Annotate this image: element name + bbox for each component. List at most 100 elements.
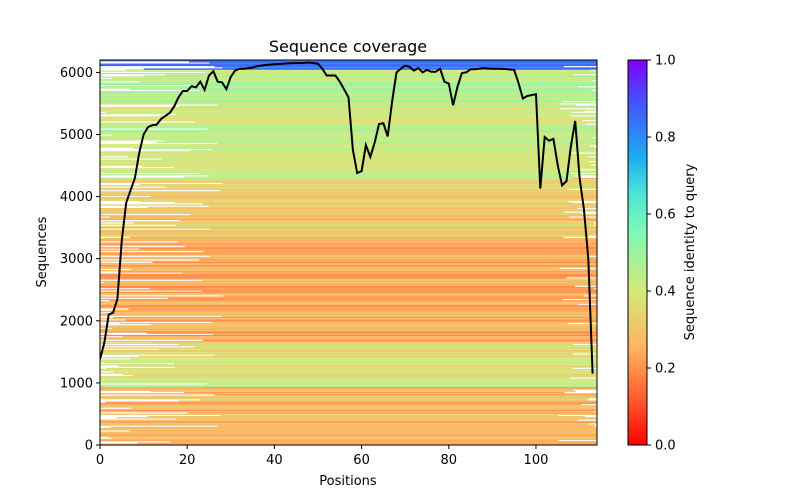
alignment-row <box>100 210 597 212</box>
alignment-row <box>100 380 597 383</box>
alignment-row <box>100 163 597 165</box>
alignment-row <box>100 83 597 86</box>
alignment-row <box>100 109 597 111</box>
alignment-row <box>100 153 597 155</box>
alignment-row <box>100 320 597 322</box>
alignment-row <box>100 253 597 255</box>
alignment-row <box>100 249 597 251</box>
alignment-row <box>100 70 597 72</box>
alignment-row <box>138 355 597 358</box>
alignment-row <box>100 387 597 389</box>
alignment-row <box>170 441 597 443</box>
alignment-row <box>130 268 597 271</box>
alignment-row <box>100 260 597 262</box>
alignment-row <box>100 314 597 316</box>
alignment-row <box>100 379 597 382</box>
alignment-row <box>183 392 565 394</box>
alignment-row <box>100 368 597 371</box>
alignment-row <box>100 169 578 171</box>
alignment-row <box>100 264 597 266</box>
alignment-row <box>100 429 597 431</box>
alignment-row <box>100 63 597 65</box>
alignment-row <box>113 371 597 373</box>
alignment-row <box>100 235 589 237</box>
alignment-row <box>100 398 590 400</box>
alignment-row <box>100 87 597 89</box>
alignment-row <box>100 138 597 140</box>
alignment-row <box>147 206 597 209</box>
alignment-row <box>100 303 578 305</box>
alignment-row <box>214 66 564 68</box>
alignment-row <box>100 420 597 423</box>
alignment-row <box>100 440 559 442</box>
alignment-row <box>163 140 597 142</box>
alignment-row <box>100 116 597 118</box>
plot-frame <box>99 59 598 446</box>
alignment-row <box>100 340 597 343</box>
alignment-row <box>100 301 597 303</box>
alignment-row <box>184 246 597 248</box>
alignment-row <box>100 192 597 194</box>
alignment-row <box>100 144 597 146</box>
alignment-row <box>100 103 560 105</box>
alignment-row <box>131 407 597 409</box>
alignment-row <box>100 435 597 437</box>
alignment-row <box>100 423 589 425</box>
alignment-row <box>100 209 597 211</box>
alignment-row <box>100 218 596 221</box>
alignment-row <box>100 378 597 380</box>
alignment-row <box>100 274 597 277</box>
alignment-row <box>100 258 597 260</box>
alignment-row <box>130 430 597 432</box>
alignment-row <box>100 157 597 159</box>
alignment-row <box>100 118 597 121</box>
alignment-row <box>122 373 597 376</box>
alignment-row <box>100 80 592 82</box>
alignment-row <box>100 151 597 153</box>
alignment-row <box>105 111 572 113</box>
alignment-row <box>100 82 597 84</box>
y-tick-label: 6000 <box>60 66 93 81</box>
alignment-row <box>206 383 597 385</box>
x-axis-ticks: 0 20 40 60 80 100 <box>96 445 548 468</box>
alignment-row <box>125 319 597 321</box>
x-tick-label: 80 <box>440 453 457 468</box>
alignment-row <box>100 338 597 340</box>
alignment-row <box>100 252 597 254</box>
alignment-row <box>211 321 597 323</box>
identity-band-2 <box>100 240 597 344</box>
alignment-row <box>150 390 577 393</box>
alignment-row <box>100 110 585 112</box>
colorbar-tick-label: 0.2 <box>655 362 676 377</box>
alignment-row <box>111 309 597 311</box>
alignment-row <box>100 223 597 225</box>
alignment-row <box>103 282 597 284</box>
alignment-row <box>100 96 580 99</box>
alignment-row <box>100 78 597 81</box>
alignment-row <box>130 236 564 239</box>
alignment-row <box>140 81 597 83</box>
alignment-row <box>100 408 597 411</box>
x-axis-label: Positions <box>319 474 377 489</box>
colorbar: 0.0 0.2 0.4 0.6 0.8 1.0 Sequence identity to … <box>627 54 698 454</box>
alignment-row <box>100 350 597 353</box>
identity-band-0 <box>100 386 597 445</box>
alignment-row <box>100 289 597 291</box>
alignment-row <box>100 410 597 412</box>
alignment-row <box>100 382 597 384</box>
y-tick-label: 2000 <box>60 314 93 329</box>
alignment-row <box>156 141 597 143</box>
alignment-row <box>100 361 597 364</box>
alignment-row <box>217 425 595 427</box>
alignment-row <box>147 332 597 334</box>
colorbar-tick-label: 0.0 <box>655 439 676 454</box>
alignment-row <box>211 148 597 151</box>
alignment-row <box>100 159 597 161</box>
alignment-row <box>100 170 597 172</box>
alignment-row <box>214 354 597 356</box>
alignment-row <box>100 145 590 147</box>
alignment-row <box>100 419 579 421</box>
alignment-row <box>100 229 597 231</box>
alignment-row <box>100 438 597 441</box>
alignment-row <box>100 162 597 164</box>
